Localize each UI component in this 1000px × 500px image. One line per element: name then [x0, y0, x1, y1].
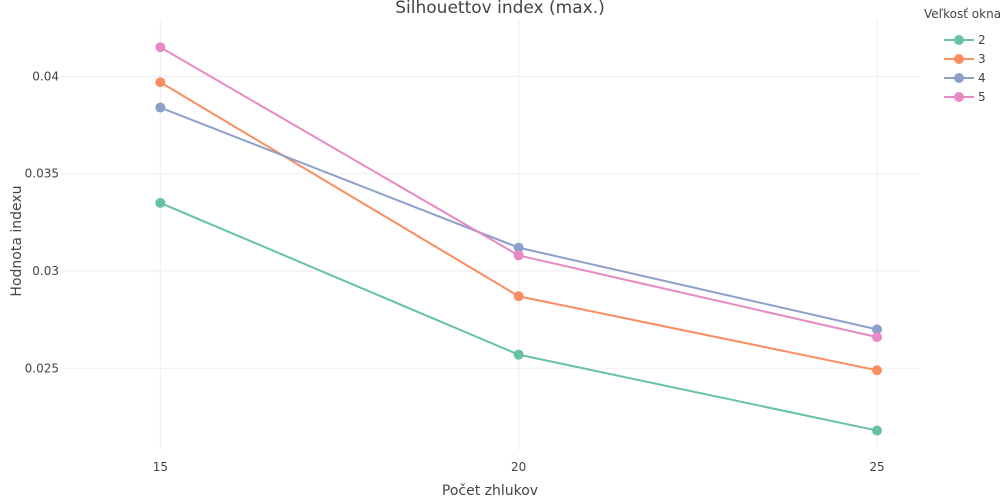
- data-point: [872, 324, 882, 335]
- y-tick-label: 0.03: [32, 264, 59, 278]
- data-point: [513, 250, 524, 261]
- data-point: [872, 425, 882, 436]
- legend-item-2: 2: [944, 33, 986, 47]
- legend-label: 3: [978, 52, 986, 66]
- chart-title: Silhouettov index (max.): [395, 0, 604, 18]
- data-point: [155, 77, 166, 88]
- legend-label: 2: [978, 33, 986, 47]
- series-5: [155, 42, 882, 343]
- x-axis-title: Počet zhlukov: [442, 483, 538, 499]
- legend-label: 4: [978, 71, 986, 85]
- legend-marker: [954, 73, 964, 83]
- x-tick-label: 25: [869, 460, 884, 474]
- legend-item-4: 4: [944, 71, 986, 85]
- x-axis-ticks: 15 20 25: [153, 460, 885, 474]
- data-point: [513, 291, 524, 302]
- legend-title: Veľkosť okna: [924, 7, 1000, 21]
- legend-items: 2 3 4 5: [944, 33, 986, 104]
- data-point: [155, 102, 166, 113]
- series-layer: [155, 42, 882, 436]
- data-point: [513, 242, 524, 253]
- data-point: [155, 197, 166, 208]
- y-tick-label: 0.035: [25, 167, 59, 181]
- y-axis-title: Hodnota indexu: [9, 185, 25, 296]
- data-point: [872, 332, 882, 343]
- grid: [60, 20, 920, 450]
- series-2: [155, 197, 882, 436]
- legend-marker: [954, 92, 964, 102]
- data-point: [155, 42, 166, 53]
- legend-item-5: 5: [944, 90, 986, 104]
- data-point: [872, 365, 882, 376]
- legend-marker: [954, 54, 964, 64]
- y-axis-ticks: 0.025 0.03 0.035 0.04: [25, 69, 59, 375]
- x-tick-label: 20: [511, 460, 526, 474]
- data-point: [513, 349, 524, 360]
- series-4: [155, 102, 882, 335]
- legend-marker: [954, 35, 964, 45]
- x-tick-label: 15: [153, 460, 168, 474]
- legend-item-3: 3: [944, 52, 986, 66]
- y-tick-label: 0.04: [32, 69, 59, 83]
- legend: Veľkosť okna 2 3 4 5: [924, 7, 1000, 104]
- y-tick-label: 0.025: [25, 361, 59, 375]
- legend-label: 5: [978, 90, 986, 104]
